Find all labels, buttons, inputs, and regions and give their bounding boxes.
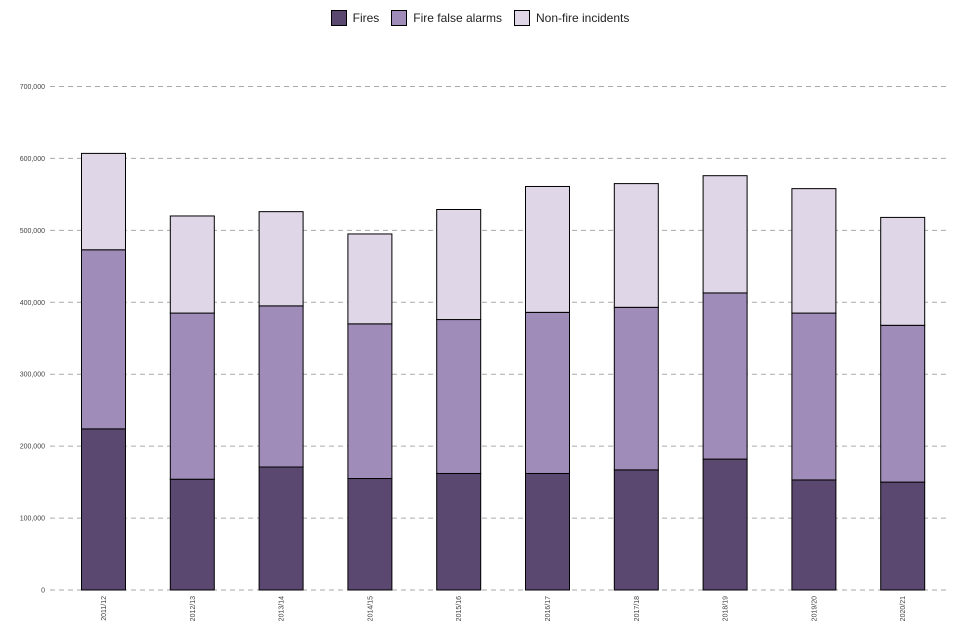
bar-fire-false-alarms xyxy=(613,306,659,471)
y-tick-label: 300,000 xyxy=(20,372,45,379)
bar-fires xyxy=(81,428,126,591)
bar-non-fire-incidents xyxy=(347,233,393,325)
bar-fire-false-alarms xyxy=(81,249,126,430)
y-tick-label: 500,000 xyxy=(20,228,45,235)
x-tick-label: 2015/16 xyxy=(456,596,463,621)
y-tick-label: 200,000 xyxy=(20,444,45,451)
bar-non-fire-incidents xyxy=(258,211,304,307)
legend-swatch-fires xyxy=(330,10,347,26)
x-tick-label: 2013/14 xyxy=(279,596,286,621)
x-axis: 2011/12 2012/13 2013/14 2014/15 2015/16 2016/… xyxy=(101,596,907,621)
bar-fires xyxy=(791,479,837,591)
bar-fire-false-alarms xyxy=(880,324,926,483)
legend-item-fires: Fires xyxy=(330,10,380,26)
bar-fires xyxy=(347,478,393,591)
x-tick-label: 2016/17 xyxy=(545,596,552,621)
y-tick-label: 700,000 xyxy=(20,84,45,91)
bar-non-fire-incidents xyxy=(791,188,837,314)
bar-non-fire-incidents xyxy=(613,183,659,308)
bar-fire-false-alarms xyxy=(258,305,304,468)
x-tick-label: 2017/18 xyxy=(634,596,641,621)
bar-non-fire-incidents xyxy=(702,175,748,294)
bar-non-fire-incidents xyxy=(525,185,570,313)
bar-fire-false-alarms xyxy=(347,323,393,480)
y-tick-label: 400,000 xyxy=(20,300,45,307)
bar-non-fire-incidents xyxy=(436,208,482,321)
x-tick-label: 2018/19 xyxy=(723,596,730,621)
y-tick-label: 600,000 xyxy=(20,156,45,163)
bar-non-fire-incidents xyxy=(169,215,215,314)
x-tick-label: 2019/20 xyxy=(811,596,818,621)
legend-item-fire-false-alarms: Fire false alarms xyxy=(391,10,502,26)
legend-label-fires: Fires xyxy=(352,11,380,25)
bar-fire-false-alarms xyxy=(169,312,215,480)
bar-fires xyxy=(258,466,304,591)
bar-fires xyxy=(169,478,215,591)
x-tick-label: 2012/13 xyxy=(190,596,197,621)
y-tick-label: 0 xyxy=(41,588,45,595)
legend-swatch-non-fire-incidents xyxy=(513,10,530,26)
legend-swatch-fire-false-alarms xyxy=(391,10,408,26)
y-axis: 0 100,000 200,000 300,000 400,000 500,000 600,… xyxy=(20,84,45,595)
legend-item-non-fire-incidents: Non-fire incidents xyxy=(513,10,630,26)
y-tick-label: 100,000 xyxy=(20,516,45,523)
bar-fires xyxy=(613,469,659,591)
legend-label-non-fire-incidents: Non-fire incidents xyxy=(535,11,630,25)
x-tick-label: 2014/15 xyxy=(367,596,374,621)
bar-fire-false-alarms xyxy=(525,311,570,474)
bar-fires xyxy=(436,472,482,591)
bar-fire-false-alarms xyxy=(791,312,837,481)
bar-non-fire-incidents xyxy=(81,152,126,251)
legend-label-fire-false-alarms: Fire false alarms xyxy=(413,11,502,25)
bar-fires xyxy=(702,458,748,591)
x-tick-label: 2011/12 xyxy=(101,596,108,621)
x-tick-label: 2020/21 xyxy=(900,596,907,621)
bar-fires xyxy=(880,481,926,591)
bar-fires xyxy=(525,472,570,591)
bar-fire-false-alarms xyxy=(436,319,482,474)
bar-fire-false-alarms xyxy=(702,292,748,460)
bars-layer xyxy=(81,152,926,591)
bar-non-fire-incidents xyxy=(880,216,926,326)
legend: Fires Fire false alarms Non-fire inciden… xyxy=(0,10,960,26)
